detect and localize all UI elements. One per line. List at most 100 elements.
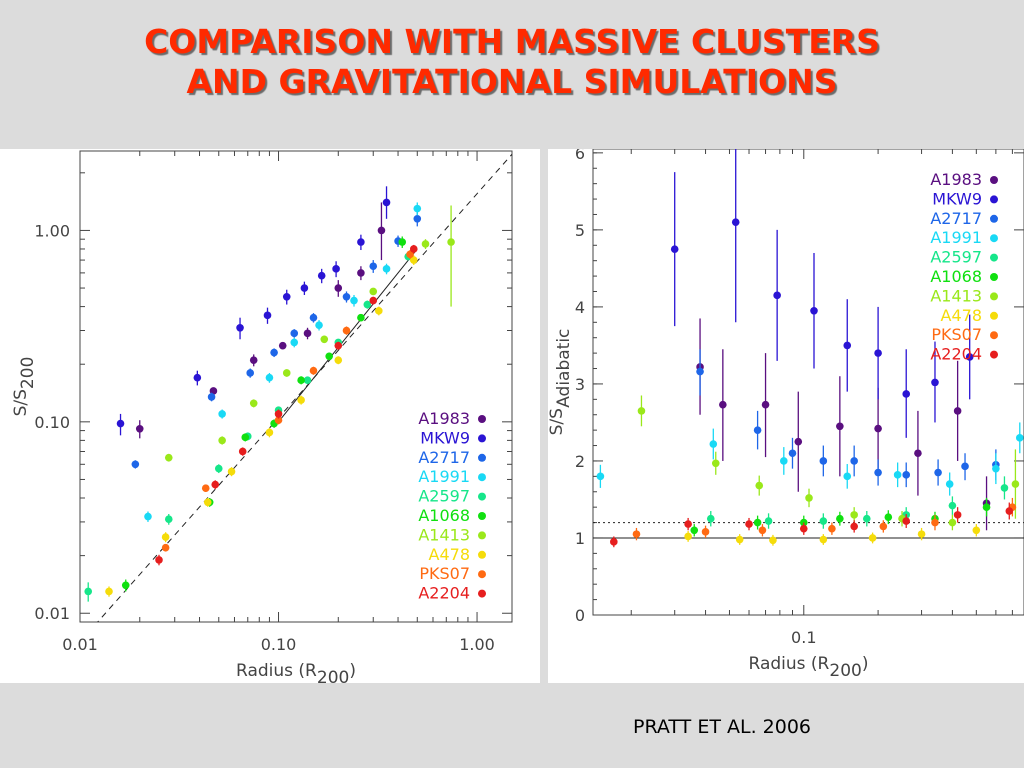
- data-point: [945, 480, 954, 488]
- legend-label-a2717: A2717: [418, 448, 470, 467]
- y-tick-label: 4: [575, 298, 585, 317]
- legend-marker-a1413: [478, 531, 486, 540]
- legend-label-pks07: PKS07: [931, 325, 982, 344]
- data-point: [332, 265, 340, 273]
- plot-frame: [79, 150, 513, 623]
- data-point: [596, 472, 605, 481]
- data-point: [953, 407, 962, 415]
- legend-marker-a2717: [478, 453, 486, 462]
- y-tick-label: 5: [575, 221, 585, 240]
- data-point: [696, 367, 704, 376]
- x-axis-label-subscript: 200: [317, 668, 349, 683]
- series-a2204: [610, 502, 1014, 548]
- data-point: [278, 341, 287, 350]
- y-tick-label: 2: [575, 452, 585, 471]
- legend-marker-a1983: [990, 176, 998, 184]
- data-point: [850, 457, 858, 465]
- y-tick-label: 6: [575, 149, 585, 163]
- data-point: [843, 341, 852, 350]
- data-point: [902, 517, 911, 525]
- data-point: [375, 307, 383, 315]
- data-point: [810, 306, 818, 315]
- data-point: [931, 518, 939, 527]
- data-point: [731, 218, 740, 226]
- right-chart: 0.1 0 1 2 3 4 5 6 Radius (R200) S/SAdiabatic A1983…: [548, 149, 1024, 681]
- data-point: [357, 269, 365, 277]
- data-point: [961, 462, 969, 471]
- y-tick-label: 1: [575, 529, 585, 548]
- series-a2717: [696, 349, 1000, 488]
- legend-label-a2597: A2597: [930, 248, 982, 267]
- legend-marker-pks07: [478, 570, 486, 579]
- data-point: [753, 518, 762, 527]
- legend-marker-pks07: [990, 331, 998, 340]
- data-point: [819, 517, 828, 525]
- data-point: [902, 471, 911, 479]
- data-point: [116, 419, 125, 428]
- series-a478: [105, 255, 418, 597]
- legend-label-a478: A478: [429, 545, 470, 564]
- series-a1068: [121, 236, 407, 592]
- y-tick-label: 3: [575, 375, 585, 394]
- data-point: [982, 503, 991, 511]
- data-point: [246, 369, 254, 377]
- plot-area: [84, 153, 512, 622]
- x-tick-label: 0.01: [62, 635, 98, 654]
- data-point: [236, 323, 244, 332]
- y-tick-label: 0.01: [34, 604, 70, 623]
- data-point: [241, 433, 250, 442]
- data-point: [409, 245, 418, 253]
- legend-label-mkw9: MKW9: [420, 428, 470, 447]
- legend-marker-mkw9: [478, 434, 486, 443]
- data-point: [413, 204, 422, 213]
- data-point: [211, 480, 220, 489]
- legend-marker-a478: [478, 550, 486, 559]
- data-point: [948, 518, 957, 527]
- data-point: [931, 378, 939, 387]
- left-chart: 0.01 0.10 1.00 0.01 0.10 1.00 Radius (R200) S/S…: [11, 150, 513, 683]
- data-point: [706, 514, 715, 523]
- data-point: [690, 526, 699, 535]
- x-axis-label-subscript: 200: [829, 661, 861, 681]
- data-point: [357, 313, 365, 322]
- data-point: [303, 376, 312, 385]
- data-point: [249, 356, 258, 364]
- series-mkw9: [670, 149, 974, 438]
- data-point: [382, 265, 391, 273]
- data-point: [357, 238, 365, 246]
- data-point: [274, 416, 283, 424]
- data-point: [369, 287, 378, 296]
- legend-label-a1068: A1068: [418, 506, 470, 525]
- x-tick-label: 0.1: [791, 628, 816, 647]
- reference-line-adiabatic: [278, 248, 418, 423]
- data-point: [1005, 507, 1014, 515]
- data-point: [884, 513, 893, 521]
- data-point: [799, 524, 808, 533]
- series-a1068: [690, 497, 991, 537]
- data-point: [207, 393, 216, 401]
- legend-label-a1413: A1413: [418, 525, 470, 544]
- legend-marker-a1991: [478, 473, 486, 482]
- data-point: [632, 530, 641, 538]
- data-point: [164, 515, 173, 523]
- legend: A1983MKW9A2717A1991A2597A1068A1413A478PK…: [418, 409, 486, 603]
- series-a478: [684, 524, 981, 546]
- data-point: [1000, 484, 1009, 492]
- data-point: [164, 453, 173, 462]
- series-mkw9: [116, 186, 391, 436]
- data-point: [709, 440, 718, 448]
- data-point: [773, 291, 781, 300]
- data-point: [684, 520, 692, 528]
- data-point: [238, 447, 247, 456]
- data-point: [218, 436, 226, 445]
- data-point: [421, 240, 430, 248]
- data-point: [413, 215, 422, 223]
- data-point: [265, 373, 274, 382]
- data-point: [1015, 434, 1024, 442]
- data-point: [819, 457, 828, 465]
- data-point: [879, 522, 888, 531]
- legend-label-a2597: A2597: [418, 487, 470, 506]
- legend-marker-a2717: [990, 214, 998, 223]
- left-chart-panel: 0.01 0.10 1.00 0.01 0.10 1.00 Radius (R200) S/S…: [0, 149, 540, 683]
- data-point: [334, 284, 343, 292]
